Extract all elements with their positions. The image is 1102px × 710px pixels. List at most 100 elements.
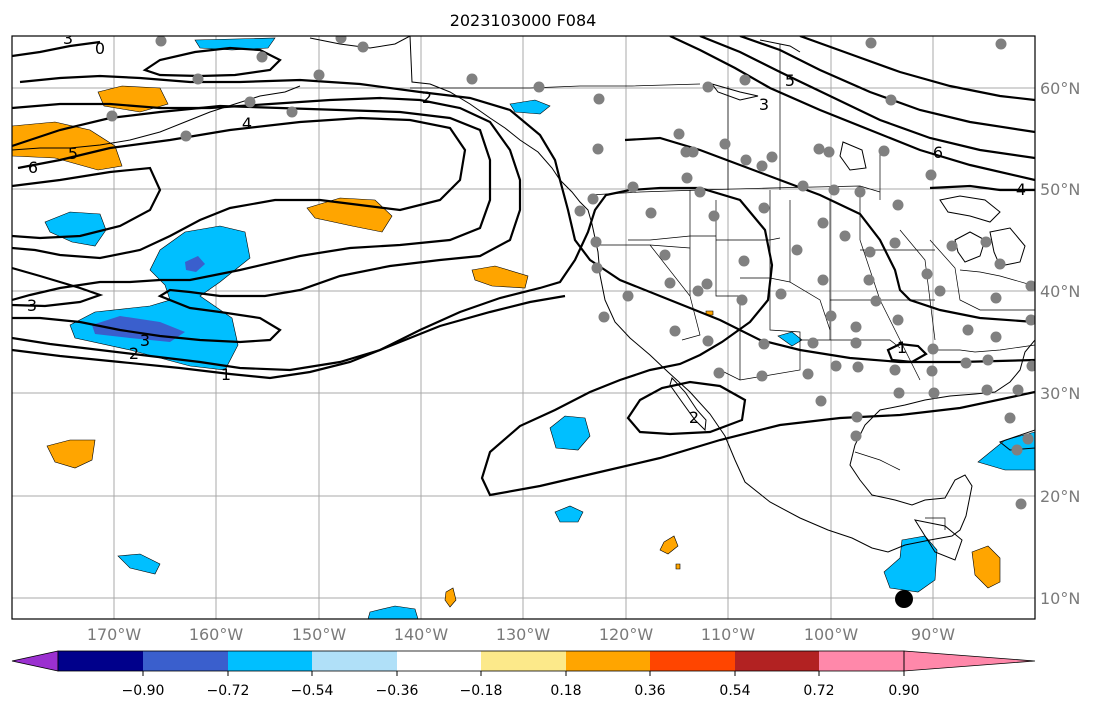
colorbar-tick-label: 0.54: [719, 683, 750, 699]
station-dot: [244, 96, 256, 108]
lat-tick-label: 60°N: [1040, 79, 1080, 98]
station-dot: [980, 236, 992, 248]
station-dot: [852, 361, 864, 373]
station-dot: [817, 274, 829, 286]
station-dot: [889, 237, 901, 249]
station-dot: [865, 37, 877, 49]
colorbar-tick-label: −0.54: [291, 683, 334, 699]
colorbar-segment: [397, 651, 481, 671]
station-dot: [533, 81, 545, 93]
contour-label: 2: [689, 408, 699, 427]
station-dot: [825, 310, 837, 322]
negative-anomaly-area: [509, 99, 551, 115]
contour-label: 3: [759, 95, 769, 114]
contour-lines: [12, 36, 1035, 497]
station-dot: [740, 154, 752, 166]
contour-label: 0: [95, 39, 105, 58]
station-dot: [692, 285, 704, 297]
colorbar-min-extension: [11, 650, 59, 672]
station-dot: [934, 285, 946, 297]
lon-tick-label: 140°W: [394, 625, 449, 644]
station-dot: [981, 384, 993, 396]
station-dot: [817, 217, 829, 229]
station-dot: [990, 331, 1002, 343]
station-dot: [1022, 433, 1034, 445]
station-dot: [797, 180, 809, 192]
station-dot: [839, 230, 851, 242]
station-dots: [106, 36, 1035, 510]
colorbar-tick-label: 0.36: [634, 683, 665, 699]
longitude-tick-labels: 170°W 160°W 150°W 140°W 130°W 120°W 110°…: [87, 625, 955, 644]
station-dot: [701, 278, 713, 290]
negative-anomaly-area: [554, 505, 584, 523]
positive-anomaly-area: [12, 121, 123, 171]
contour-label: 1: [221, 365, 231, 384]
station-dot: [622, 290, 634, 302]
station-dot: [673, 128, 685, 140]
station-dot: [813, 143, 825, 155]
station-dot: [870, 295, 882, 307]
station-dot: [590, 236, 602, 248]
station-dot: [669, 325, 681, 337]
colorbar-tick-label: −0.18: [460, 683, 503, 699]
lat-tick-label: 20°N: [1040, 487, 1080, 506]
political-boundaries: [410, 44, 1035, 530]
station-dot: [889, 364, 901, 376]
station-dot: [885, 94, 897, 106]
contour-label: 2: [129, 344, 139, 363]
contour-label: 1: [897, 338, 907, 357]
station-dot: [775, 288, 787, 300]
station-dot: [708, 210, 720, 222]
negative-anomaly-area: [117, 553, 161, 575]
lat-tick-label: 10°N: [1040, 589, 1080, 608]
station-dot: [719, 138, 731, 150]
station-dot: [645, 207, 657, 219]
station-dot: [466, 73, 478, 85]
station-dot: [946, 240, 958, 252]
station-dot: [850, 337, 862, 349]
negative-anomaly-area: [977, 431, 1035, 471]
station-dot: [791, 244, 803, 256]
colorbar-segment: [228, 651, 312, 671]
station-dot: [687, 146, 699, 158]
contour-label-group: 3 5 6 4 2 0 3 3 2 1 2 3 5 6 4 1: [27, 29, 1026, 427]
station-dot: [592, 143, 604, 155]
station-dot: [756, 370, 768, 382]
map-panel: 3 5 6 4 2 0 3 3 2 1 2 3 5 6 4 1 170°W 1: [11, 29, 1080, 644]
station-dot: [713, 367, 725, 379]
station-dot: [598, 311, 610, 323]
contour-label: 4: [242, 114, 252, 133]
station-dot: [286, 106, 298, 118]
station-dot: [863, 274, 875, 286]
colorbar-segment: [481, 651, 566, 671]
station-dot: [864, 246, 876, 258]
station-dot: [928, 387, 940, 399]
latitude-tick-labels: 60°N 50°N 40°N 30°N 20°N 10°N: [1040, 79, 1080, 608]
negative-anomaly-area: [549, 415, 591, 451]
lon-tick-label: 120°W: [599, 625, 654, 644]
station-dot: [878, 145, 890, 157]
lon-tick-label: 100°W: [804, 625, 859, 644]
colorbar-tick-label: 0.72: [803, 683, 834, 699]
colorbar-segment: [735, 651, 819, 671]
contour-label: 2: [422, 88, 432, 107]
station-dot: [807, 337, 819, 349]
station-dot: [574, 205, 586, 217]
station-dot: [664, 277, 676, 289]
contour-label: 3: [63, 29, 73, 48]
station-dot: [758, 338, 770, 350]
positive-anomaly-area: [659, 535, 679, 555]
station-dot: [1015, 498, 1027, 510]
station-dot: [927, 343, 939, 355]
station-dot: [758, 202, 770, 214]
station-dot: [815, 395, 827, 407]
positive-anomaly-area: [471, 265, 529, 289]
station-dot: [627, 181, 639, 193]
station-dot: [738, 255, 750, 267]
colorbar-segment: [58, 651, 143, 671]
station-dot: [926, 365, 938, 377]
colorbar-segment: [312, 651, 397, 671]
station-dot: [756, 160, 768, 172]
lon-tick-label: 170°W: [87, 625, 142, 644]
station-dot: [1011, 444, 1023, 456]
